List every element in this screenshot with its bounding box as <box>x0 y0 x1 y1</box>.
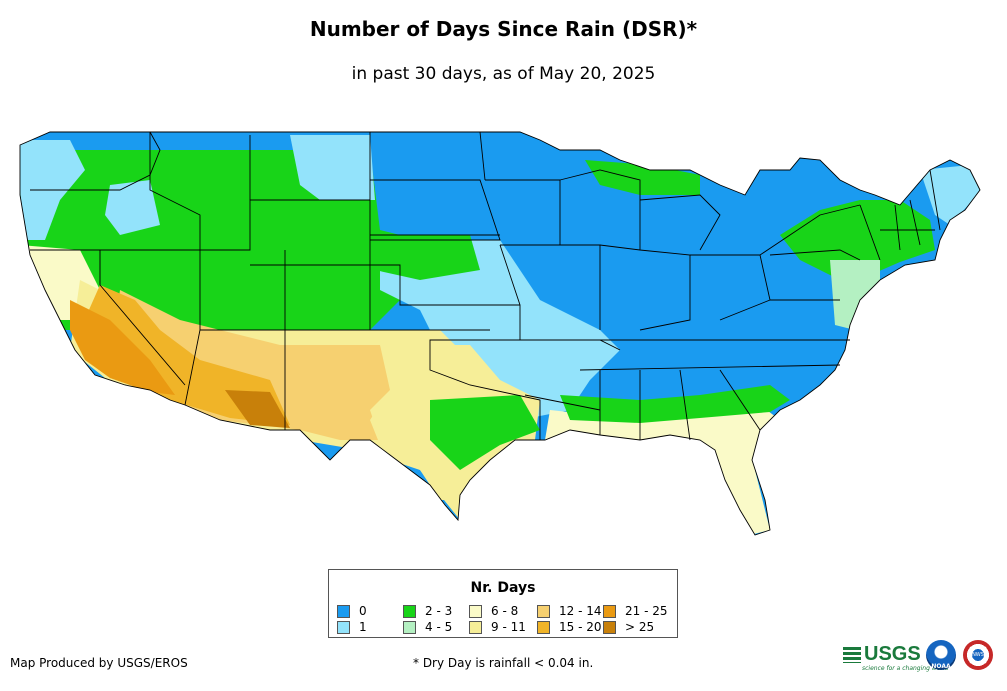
legend-item-5: 9 - 11 <box>469 620 526 634</box>
map-subtitle: in past 30 days, as of May 20, 2025 <box>351 64 656 84</box>
region-idaho-light-blue <box>105 180 160 235</box>
region-desert-darkest <box>225 390 290 428</box>
region-upper-michigan-green <box>585 160 700 195</box>
legend-item-8: 21 - 25 <box>603 604 668 618</box>
legend-title: Nr. Days <box>470 580 536 596</box>
region-southern-arizona-orange <box>80 285 290 425</box>
legend-item-3: 4 - 5 <box>403 620 452 634</box>
legend-item-4: 6 - 8 <box>469 604 518 618</box>
legend-swatch <box>403 620 416 634</box>
nws-logo: NWS <box>963 640 993 670</box>
legend-item-7: 15 - 20 <box>537 620 602 634</box>
usgs-tagline: science for a changing world <box>862 665 949 672</box>
legend-swatch <box>403 604 416 618</box>
legend: Nr. Days 0 1 2 - 3 4 - 5 6 - 8 9 - 11 12… <box>328 569 678 638</box>
dry-day-note: * Dry Day is rainfall < 0.04 in. <box>413 656 594 670</box>
usgs-wave-icon <box>843 646 861 663</box>
legend-swatch <box>603 620 616 634</box>
region-central-plains-light-blue <box>380 240 620 420</box>
legend-swatch <box>337 620 350 634</box>
region-montana-light-blue <box>290 135 375 200</box>
region-southern-california-dark-orange <box>70 300 175 395</box>
region-new-england-light-blue <box>920 165 980 225</box>
noaa-logo: NOAA <box>926 640 956 670</box>
map-credit: Map Produced by USGS/EROS <box>10 656 188 670</box>
legend-swatch <box>469 604 482 618</box>
legend-swatch <box>337 604 350 618</box>
region-southeast-green <box>560 385 790 423</box>
region-nebraska-green <box>370 235 480 280</box>
usgs-logo: USGS <box>843 643 921 666</box>
legend-swatch <box>603 604 616 618</box>
legend-item-6: 12 - 14 <box>537 604 602 618</box>
legend-swatch <box>537 620 550 634</box>
legend-item-0: 0 <box>337 604 367 618</box>
legend-item-9: > 25 <box>603 620 654 634</box>
legend-swatch <box>537 604 550 618</box>
region-southeast-pale-yellow <box>545 405 780 535</box>
legend-swatch <box>469 620 482 634</box>
map-title: Number of Days Since Rain (DSR)* <box>309 17 698 41</box>
region-east-texas-green <box>430 395 540 470</box>
legend-item-1: 1 <box>337 620 367 634</box>
region-mid-atlantic-pale-green <box>830 260 880 330</box>
legend-item-2: 2 - 3 <box>403 604 452 618</box>
state-boundaries <box>19 131 981 536</box>
